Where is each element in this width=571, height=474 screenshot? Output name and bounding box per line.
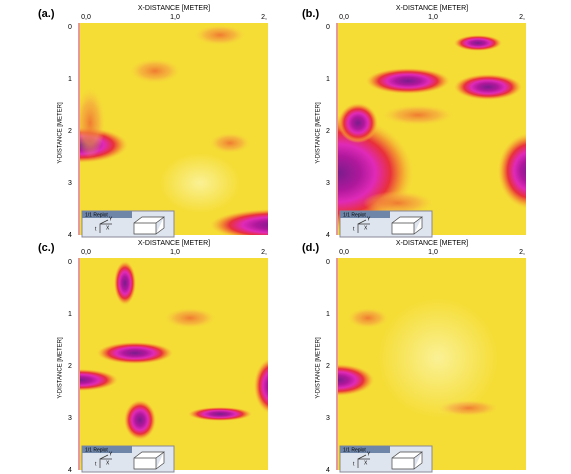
inset: 1/1 ReplotYXt	[340, 211, 432, 237]
x-tick-label: 0,0	[339, 14, 349, 21]
x-tick-label: 1,0	[428, 249, 438, 256]
y-axis-title: Y-DISTANCE [METER]	[58, 102, 64, 164]
inset-title: 1/1 Replot	[343, 212, 366, 218]
y-tick-label: 2	[68, 363, 72, 370]
x-tick-label: 0,0	[81, 14, 91, 21]
x-tick-label: 2,	[519, 249, 525, 256]
x-axis-title: X-DISTANCE [METER]	[138, 240, 210, 247]
y-tick-label: 4	[326, 232, 330, 239]
y-tick-label: 2	[326, 363, 330, 370]
anomaly	[97, 342, 173, 364]
y-tick-label: 1	[326, 311, 330, 318]
y-axis-title: Y-DISTANCE [METER]	[58, 337, 64, 399]
anomaly	[338, 103, 378, 143]
anomaly	[165, 308, 215, 328]
anomaly	[348, 308, 388, 328]
panel-label: (d.)	[302, 242, 319, 254]
anomaly	[454, 74, 522, 100]
heatmap-bg	[80, 258, 268, 470]
x-axis-title: X-DISTANCE [METER]	[138, 5, 210, 12]
anomaly	[130, 59, 180, 83]
x-tick-label: 0,0	[81, 249, 91, 256]
anomaly	[454, 35, 502, 51]
y-tick-label: 1	[68, 311, 72, 318]
anomaly	[195, 25, 245, 45]
y-tick-label: 3	[326, 415, 330, 422]
x-tick-label: 0,0	[339, 249, 349, 256]
heatmap	[302, 258, 526, 470]
anomaly	[378, 298, 498, 418]
anomaly	[254, 358, 290, 414]
anomaly	[42, 369, 118, 391]
y-tick-label: 4	[326, 467, 330, 474]
inset-title: 1/1 Replot	[85, 212, 108, 218]
anomaly	[124, 400, 156, 440]
panel-label: (c.)	[38, 242, 55, 254]
anomaly	[210, 209, 340, 241]
y-tick-label: 0	[326, 24, 330, 31]
anomaly	[188, 407, 252, 421]
x-tick-label: 2,	[261, 249, 267, 256]
x-tick-label: 2,	[261, 14, 267, 21]
y-tick-label: 3	[68, 415, 72, 422]
anomaly	[302, 364, 374, 396]
y-tick-label: 1	[68, 76, 72, 83]
x-tick-label: 1,0	[170, 14, 180, 21]
y-tick-label: 2	[68, 128, 72, 135]
y-axis-title: Y-DISTANCE [METER]	[316, 337, 322, 399]
x-tick-label: 1,0	[170, 249, 180, 256]
y-tick-label: 2	[326, 128, 330, 135]
y-tick-label: 0	[68, 24, 72, 31]
inset-title: 1/1 Replot	[85, 447, 108, 453]
y-tick-label: 4	[68, 232, 72, 239]
y-tick-label: 4	[68, 467, 72, 474]
panel: (a.) X-DISTANCE [METER] 0,0 1,0 2, 0 1 2 3 4 Y-DIS…	[32, 5, 340, 241]
y-tick-label: 0	[326, 259, 330, 266]
panel-label: (a.)	[38, 8, 55, 20]
figure: (a.) X-DISTANCE [METER] 0,0 1,0 2, 0 1 2 3 4 Y-DIS…	[0, 0, 571, 474]
heatmap	[32, 23, 340, 241]
anomaly	[114, 261, 136, 305]
anomaly	[498, 133, 562, 209]
inset-title: 1/1 Replot	[343, 447, 366, 453]
anomaly	[160, 153, 240, 213]
y-tick-label: 0	[68, 259, 72, 266]
panel: (b.) X-DISTANCE [METER] 0,0 1,0 2, 0 1 2 3 4 Y-DIS…	[263, 5, 562, 239]
panel-label: (b.)	[302, 8, 319, 20]
anomaly	[210, 133, 250, 153]
x-axis-title: X-DISTANCE [METER]	[396, 240, 468, 247]
panel: (d.) X-DISTANCE [METER] 0,0 1,0 2, 0 1 2 3 4 Y-DIS…	[302, 240, 526, 474]
x-tick-label: 2,	[519, 14, 525, 21]
panel: (c.) X-DISTANCE [METER] 0,0 1,0 2, 0 1 2 3 4 Y-DIS…	[38, 240, 290, 474]
y-tick-label: 3	[68, 180, 72, 187]
anomaly	[366, 68, 450, 94]
y-axis-title: Y-DISTANCE [METER]	[316, 102, 322, 164]
heatmap	[263, 23, 562, 235]
anomaly	[383, 105, 453, 125]
x-tick-label: 1,0	[428, 14, 438, 21]
y-tick-label: 1	[326, 76, 330, 83]
x-axis-title: X-DISTANCE [METER]	[396, 5, 468, 12]
y-tick-label: 3	[326, 180, 330, 187]
